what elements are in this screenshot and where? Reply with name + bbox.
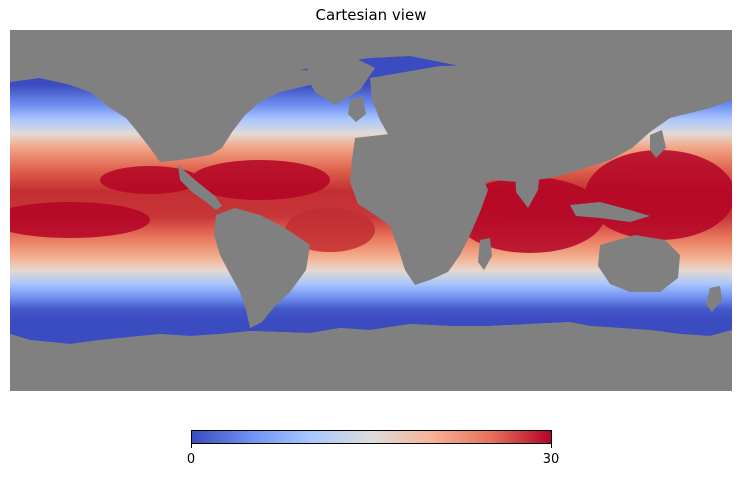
landmass-indonesia	[570, 202, 650, 222]
colorbar-tick-min	[191, 444, 192, 448]
landmass-india	[515, 165, 540, 208]
land-masses	[10, 58, 732, 391]
landmass-australia	[598, 235, 680, 292]
colorbar	[191, 430, 552, 444]
landmass-uk	[348, 96, 366, 122]
colorbar-min-label: 0	[186, 452, 196, 467]
landmass-south-america	[214, 208, 310, 328]
landmass-new-zealand	[706, 286, 722, 312]
colorbar-max-label: 30	[542, 452, 560, 467]
landmass-africa	[350, 134, 488, 285]
warm-pool-patches	[10, 150, 732, 253]
landmass-central-america	[178, 165, 222, 210]
landmass-antarctica	[10, 322, 732, 391]
landmass-greenland	[306, 58, 375, 105]
map-title: Cartesian view	[315, 6, 427, 24]
landmass-arabia	[450, 155, 492, 190]
landmass-north-america	[70, 68, 340, 162]
landmass-madagascar	[478, 238, 492, 270]
landmass-japan	[650, 130, 666, 158]
colorbar-tick-max	[551, 444, 552, 448]
sea-surface-temperature-map	[10, 30, 732, 391]
